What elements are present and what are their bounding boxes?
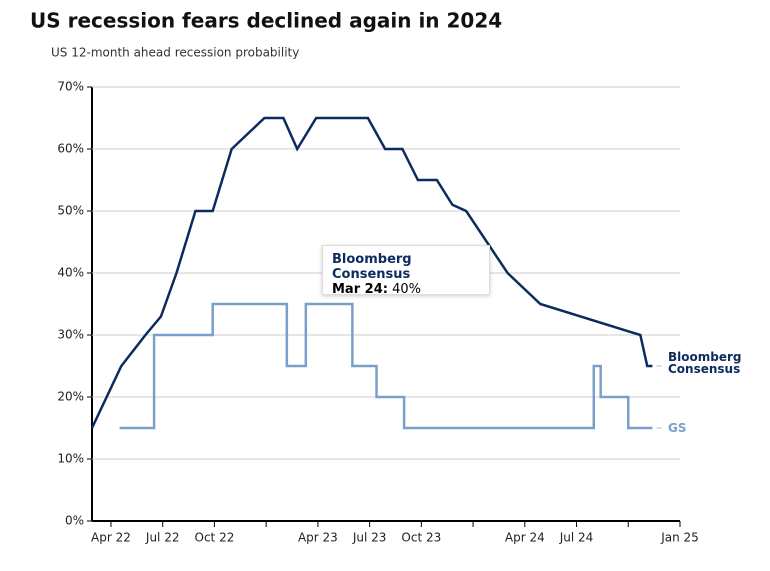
x-tick-label: Jul 24 (559, 531, 594, 545)
tooltip-date: Mar 24: (332, 282, 388, 297)
tooltip-body: Mar 24: 40% (332, 282, 480, 297)
x-tick-label: Jul 23 (352, 531, 387, 545)
x-tick-label: Jan 25 (660, 531, 699, 545)
x-tick-label: Oct 23 (401, 531, 441, 545)
x-tick-label: Apr 24 (505, 531, 545, 545)
x-tick-label: Jul 22 (145, 531, 180, 545)
y-tick-label: 20% (57, 390, 84, 404)
y-tick-label: 60% (57, 142, 84, 156)
tooltip-value: 40% (392, 282, 421, 297)
x-tick-label: Apr 23 (298, 531, 338, 545)
tooltip-title: Bloomberg Consensus (332, 252, 412, 282)
y-tick-label: 50% (57, 204, 84, 218)
chart-subtitle: US 12-month ahead recession probability (51, 46, 299, 60)
series-line (90, 116, 653, 429)
series-line (119, 302, 653, 430)
series-end-label: Bloomberg Consensus (668, 350, 742, 376)
y-tick-label: 70% (57, 80, 84, 94)
y-tick-label: 40% (57, 266, 84, 280)
x-tick-label: Oct 22 (195, 531, 235, 545)
chart-title: US recession fears declined again in 202… (30, 9, 502, 33)
y-tick-label: 0% (65, 514, 84, 528)
x-tick-label: Apr 22 (91, 531, 131, 545)
series-end-label: GS (668, 421, 687, 435)
tooltip: Bloomberg Consensus Mar 24: 40% (322, 245, 490, 297)
y-tick-label: 30% (57, 328, 84, 342)
y-tick-label: 10% (57, 452, 84, 466)
